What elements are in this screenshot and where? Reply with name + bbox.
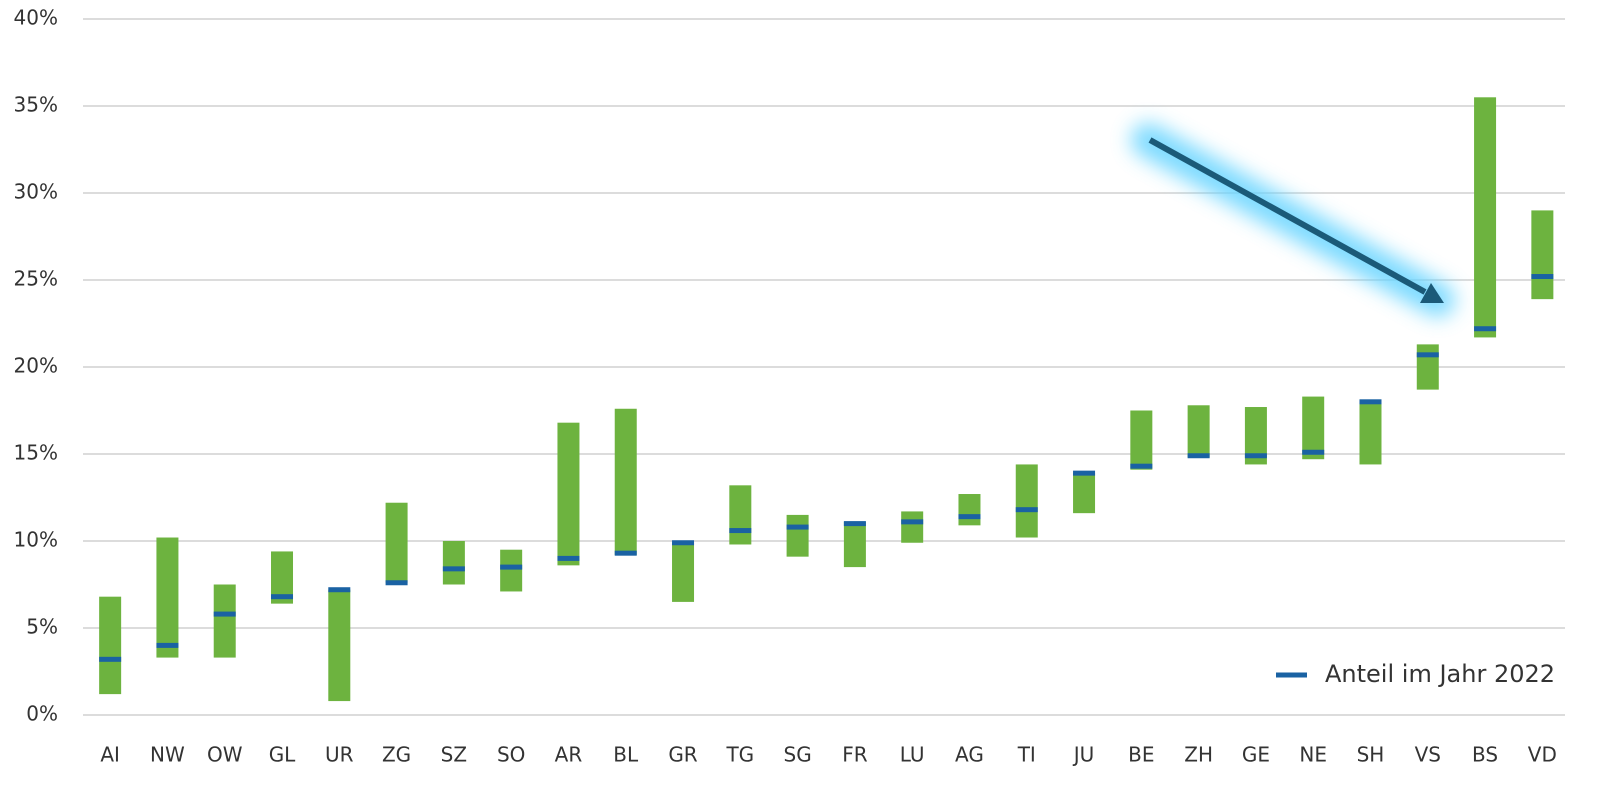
marker-2022 — [901, 519, 924, 525]
range-bar — [901, 511, 924, 543]
x-tick-label: SH — [1357, 743, 1385, 767]
y-tick-label: 20% — [14, 354, 58, 378]
marker-2022 — [385, 580, 408, 586]
x-tick-label: BL — [613, 743, 639, 767]
range-bar — [729, 485, 752, 545]
range-bar — [99, 596, 122, 695]
x-tick-label: NE — [1299, 743, 1327, 767]
x-tick-label: NW — [150, 743, 185, 767]
range-bar — [271, 551, 294, 604]
range-bar — [557, 422, 580, 566]
y-tick-label: 35% — [14, 93, 58, 117]
range-bar — [843, 521, 866, 568]
marker-2022 — [729, 528, 752, 534]
marker-2022 — [1130, 463, 1153, 469]
range-bar — [1073, 473, 1096, 514]
x-tick-label: TG — [725, 743, 754, 767]
marker-2022 — [328, 587, 351, 593]
marker-2022 — [156, 642, 179, 648]
range-bar — [442, 541, 465, 585]
x-tick-label: UR — [325, 743, 354, 767]
marker-2022 — [1015, 507, 1038, 513]
marker-2022 — [1359, 399, 1382, 405]
marker-2022 — [614, 550, 637, 556]
marker-2022 — [500, 564, 523, 570]
x-tick-label: ZH — [1184, 743, 1213, 767]
x-tick-label: GL — [269, 743, 296, 767]
x-tick-label: TI — [1017, 743, 1036, 767]
marker-2022 — [271, 594, 294, 600]
range-bar — [786, 514, 809, 557]
y-tick-label: 0% — [26, 702, 58, 726]
x-tick-label: GR — [668, 743, 697, 767]
x-tick-label: SO — [497, 743, 525, 767]
marker-2022 — [1302, 449, 1325, 455]
range-bar — [328, 589, 351, 702]
marker-2022 — [1416, 352, 1439, 358]
x-tick-label: LU — [900, 743, 925, 767]
plot: 0% 5% 10% 15% 20% 25% 30% 35% 40% AI NW OW GL UR ZG SZ S… — [14, 6, 1565, 767]
x-tick-label: AG — [955, 743, 984, 767]
legend-label: Anteil im Jahr 2022 — [1325, 660, 1555, 688]
range-bar — [1244, 407, 1267, 465]
x-tick-label: AI — [100, 743, 120, 767]
marker-2022 — [843, 521, 866, 527]
marker-2022 — [672, 540, 695, 546]
range-bar — [1302, 396, 1325, 460]
range-bar — [1416, 344, 1439, 390]
x-tick-label: SZ — [441, 743, 467, 767]
x-tick-label: JU — [1072, 743, 1095, 767]
y-tick-label: 25% — [14, 267, 58, 291]
y-tick-label: 15% — [14, 441, 58, 465]
marker-2022 — [1531, 274, 1554, 280]
range-bar — [500, 549, 523, 592]
y-tick-label: 10% — [14, 528, 58, 552]
annotation-arrow — [1131, 123, 1455, 317]
x-tick-label: AR — [555, 743, 583, 767]
x-tick-label: ZG — [382, 743, 411, 767]
y-tick-label: 5% — [26, 615, 58, 639]
range-bar — [1359, 400, 1382, 465]
marker-2022 — [958, 514, 981, 520]
x-tick-label: FR — [842, 743, 868, 767]
x-tick-label: SG — [784, 743, 812, 767]
range-bar — [1187, 405, 1210, 458]
range-bar — [614, 408, 637, 555]
x-tick-label: VD — [1528, 743, 1557, 767]
range-bar — [213, 584, 236, 658]
range-bar — [1130, 410, 1153, 470]
x-tick-label: BS — [1472, 743, 1498, 767]
marker-2022 — [99, 656, 122, 662]
marker-2022 — [442, 566, 465, 572]
x-tick-label: VS — [1415, 743, 1441, 767]
range-bar — [385, 502, 408, 583]
marker-2022 — [1187, 453, 1210, 459]
y-tick-label: 40% — [14, 6, 58, 30]
range-bar — [1531, 210, 1554, 300]
marker-2022 — [557, 555, 580, 561]
marker-2022 — [1073, 470, 1096, 476]
range-bar — [672, 542, 695, 602]
range-bar — [156, 537, 179, 658]
marker-2022 — [786, 524, 809, 530]
x-tick-label: BE — [1128, 743, 1154, 767]
x-tick-label: OW — [207, 743, 243, 767]
range-bar — [958, 494, 981, 526]
x-tick-label: GE — [1242, 743, 1270, 767]
range-bar — [1015, 464, 1038, 538]
marker-2022 — [213, 611, 236, 617]
marker-2022 — [1474, 326, 1497, 332]
range-bar — [1474, 97, 1497, 338]
y-tick-label: 30% — [14, 180, 58, 204]
marker-2022 — [1244, 453, 1267, 459]
